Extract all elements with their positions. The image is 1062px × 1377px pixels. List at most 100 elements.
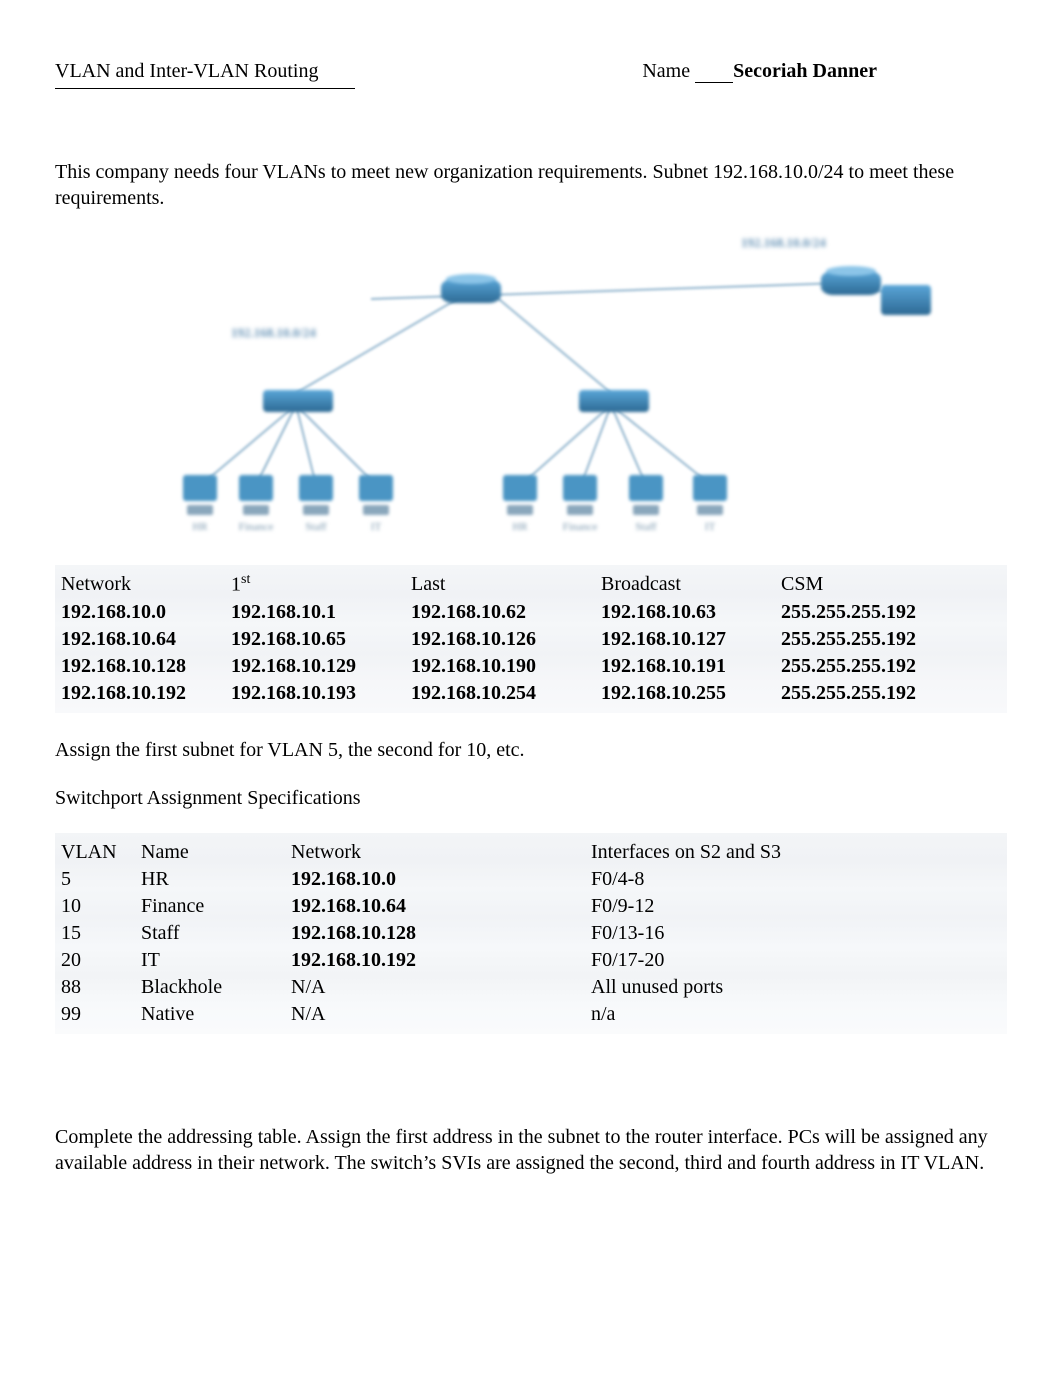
vlan-table: VLAN Name Network Interfaces on S2 and S…: [55, 833, 1007, 1034]
cell-first: 192.168.10.1: [231, 599, 411, 626]
cell-name: Native: [141, 1001, 291, 1028]
cell-interfaces: F0/17-20: [591, 947, 1001, 974]
cell-network: 192.168.10.128: [61, 653, 231, 680]
vlan-row: 15 Staff 192.168.10.128 F0/13-16: [61, 920, 1001, 947]
cell-network: 192.168.10.192: [291, 947, 591, 974]
document-header: VLAN and Inter-VLAN Routing Name Secoria…: [55, 60, 1007, 89]
pc-icon: [629, 475, 663, 515]
col-header-broadcast: Broadcast: [601, 571, 781, 599]
cell-name: HR: [141, 866, 291, 893]
pc-icon: [693, 475, 727, 515]
router-icon-2: [821, 271, 881, 295]
pc-icon: [359, 475, 393, 515]
pc-icon: [239, 475, 273, 515]
col-header-network: Network: [61, 571, 231, 599]
name-field: Name Secoriah Danner: [642, 60, 1007, 89]
cell-vlan: 88: [61, 974, 141, 1001]
cell-name: Staff: [141, 920, 291, 947]
cell-interfaces: All unused ports: [591, 974, 1001, 1001]
cell-last: 192.168.10.254: [411, 680, 601, 707]
vlan-row: 99 Native N/A n/a: [61, 1001, 1001, 1028]
cell-network: 192.168.10.128: [291, 920, 591, 947]
cell-network: N/A: [291, 1001, 591, 1028]
network-diagram: 192.168.10.0/24 192.168.10.0/24 HR Finan…: [121, 235, 941, 545]
pc-label: Staff: [291, 521, 341, 533]
col-header-first: 1st: [231, 571, 411, 599]
pc-label: IT: [351, 521, 401, 533]
cell-name: Blackhole: [141, 974, 291, 1001]
cell-interfaces: F0/4-8: [591, 866, 1001, 893]
page-title: VLAN and Inter-VLAN Routing: [55, 60, 455, 83]
vlan-row: 20 IT 192.168.10.192 F0/17-20: [61, 947, 1001, 974]
subnet-header-row: Network 1st Last Broadcast CSM: [61, 571, 1001, 599]
cloud-icon: [881, 285, 931, 315]
col-header-network: Network: [291, 839, 591, 866]
cell-interfaces: F0/13-16: [591, 920, 1001, 947]
switch-left-icon: [263, 390, 333, 412]
pc-label: IT: [685, 521, 735, 533]
cell-csm: 255.255.255.192: [781, 680, 1001, 707]
vlan-row: 88 Blackhole N/A All unused ports: [61, 974, 1001, 1001]
cell-last: 192.168.10.126: [411, 626, 601, 653]
vlan-row: 5 HR 192.168.10.0 F0/4-8: [61, 866, 1001, 893]
subnet-row: 192.168.10.64 192.168.10.65 192.168.10.1…: [61, 626, 1001, 653]
pc-icon: [503, 475, 537, 515]
cell-vlan: 99: [61, 1001, 141, 1028]
vlan-row: 10 Finance 192.168.10.64 F0/9-12: [61, 893, 1001, 920]
col-header-vlan: VLAN: [61, 839, 141, 866]
subnet-row: 192.168.10.192 192.168.10.193 192.168.10…: [61, 680, 1001, 707]
pc-icon: [299, 475, 333, 515]
subnet-table: Network 1st Last Broadcast CSM 192.168.1…: [55, 565, 1007, 713]
cell-network: 192.168.10.192: [61, 680, 231, 707]
assign-paragraph: Assign the first subnet for VLAN 5, the …: [55, 737, 1007, 763]
cell-vlan: 20: [61, 947, 141, 974]
cell-broadcast: 192.168.10.191: [601, 653, 781, 680]
first-num: 1: [231, 574, 241, 596]
cell-first: 192.168.10.193: [231, 680, 411, 707]
cell-interfaces: n/a: [591, 1001, 1001, 1028]
pc-label: Staff: [621, 521, 671, 533]
name-blank: [695, 82, 733, 83]
cell-vlan: 5: [61, 866, 141, 893]
cell-csm: 255.255.255.192: [781, 626, 1001, 653]
cell-first: 192.168.10.65: [231, 626, 411, 653]
header-left: VLAN and Inter-VLAN Routing: [55, 60, 455, 89]
pc-icon: [183, 475, 217, 515]
col-header-last: Last: [411, 571, 601, 599]
cell-network: 192.168.10.0: [61, 599, 231, 626]
cell-network: N/A: [291, 974, 591, 1001]
subnet-row: 192.168.10.128 192.168.10.129 192.168.10…: [61, 653, 1001, 680]
col-header-interfaces: Interfaces on S2 and S3: [591, 839, 1001, 866]
cell-broadcast: 192.168.10.127: [601, 626, 781, 653]
subnet-row: 192.168.10.0 192.168.10.1 192.168.10.62 …: [61, 599, 1001, 626]
vlan-header-row: VLAN Name Network Interfaces on S2 and S…: [61, 839, 1001, 866]
router-icon: [441, 279, 501, 303]
intro-paragraph: This company needs four VLANs to meet ne…: [55, 159, 1007, 211]
student-name: Secoriah Danner: [733, 60, 877, 82]
cell-csm: 255.255.255.192: [781, 599, 1001, 626]
cell-network: 192.168.10.64: [291, 893, 591, 920]
cell-network: 192.168.10.0: [291, 866, 591, 893]
switchport-heading: Switchport Assignment Specifications: [55, 785, 1007, 811]
cell-last: 192.168.10.62: [411, 599, 601, 626]
pc-icon: [563, 475, 597, 515]
pc-label: HR: [495, 521, 545, 533]
cell-interfaces: F0/9-12: [591, 893, 1001, 920]
left-subnet-label: 192.168.10.0/24: [231, 325, 316, 341]
cell-last: 192.168.10.190: [411, 653, 601, 680]
pc-label: Finance: [231, 521, 281, 533]
title-underline: [55, 87, 355, 89]
cell-broadcast: 192.168.10.63: [601, 599, 781, 626]
col-header-csm: CSM: [781, 571, 1001, 599]
cell-first: 192.168.10.129: [231, 653, 411, 680]
cell-vlan: 15: [61, 920, 141, 947]
footer-paragraph: Complete the addressing table. Assign th…: [55, 1124, 1007, 1176]
switch-right-icon: [579, 390, 649, 412]
name-label: Name: [642, 60, 690, 82]
cell-vlan: 10: [61, 893, 141, 920]
cell-name: Finance: [141, 893, 291, 920]
col-header-name: Name: [141, 839, 291, 866]
first-sup: st: [241, 572, 250, 587]
top-subnet-label: 192.168.10.0/24: [741, 235, 826, 251]
cell-network: 192.168.10.64: [61, 626, 231, 653]
